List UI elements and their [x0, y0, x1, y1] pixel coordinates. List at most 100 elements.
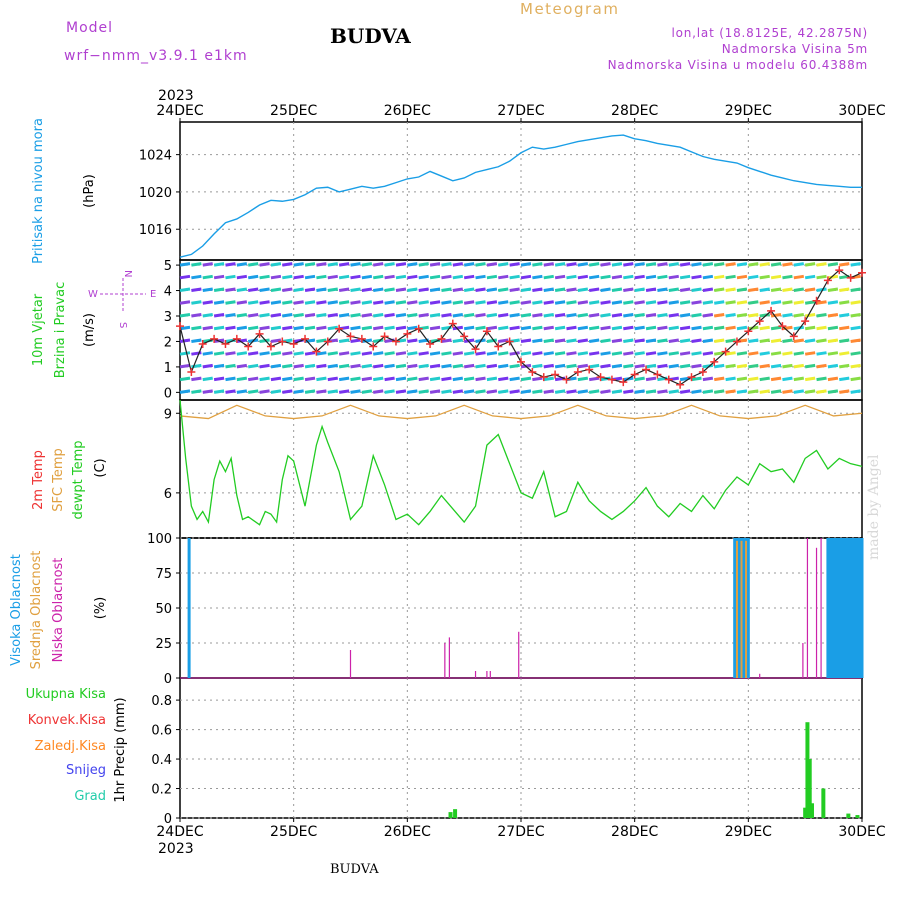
wind-barb — [191, 325, 202, 331]
wind-barb — [498, 325, 509, 331]
wind-barb — [293, 313, 304, 318]
wind-barb — [520, 376, 532, 382]
wind-barb — [407, 351, 418, 356]
wind-barb — [623, 313, 634, 318]
wind-barb — [827, 351, 839, 356]
wind-speed-marker — [528, 368, 537, 376]
wind-barb — [282, 351, 293, 356]
wind-barb — [179, 363, 191, 369]
wind-barb — [520, 262, 532, 267]
wind-barb — [429, 300, 441, 305]
wind-barb — [634, 300, 645, 305]
wind-barb — [827, 274, 839, 280]
wind-barb — [395, 325, 407, 331]
wind-barb — [804, 325, 816, 331]
cloud-bar — [746, 538, 750, 678]
wind-barb — [407, 262, 418, 267]
wind-barb — [270, 274, 282, 280]
wind-barb — [486, 313, 498, 318]
wind-barb — [350, 338, 361, 343]
wind-barb — [691, 287, 702, 293]
cloud-bar — [849, 538, 853, 678]
wind-barb — [327, 287, 338, 293]
wind-barb — [543, 351, 554, 356]
precip-bar — [807, 759, 812, 818]
wind-barb — [384, 300, 395, 305]
xtick-label-bottom: 25DEC — [270, 824, 317, 840]
wind-barb — [714, 376, 725, 382]
wind-barb — [191, 363, 202, 369]
wind-barb — [725, 351, 736, 356]
wind-speed-marker — [391, 337, 400, 346]
wind-barb — [532, 325, 543, 331]
wind-barb — [532, 376, 543, 382]
wind-barb — [804, 338, 816, 343]
elevation-text: Nadmorska Visina 5m — [721, 42, 868, 56]
wind-barb — [463, 300, 475, 305]
wind-barb — [225, 262, 236, 267]
wind-barb — [270, 338, 282, 343]
wind-barb — [702, 389, 714, 394]
wind-barb — [418, 389, 429, 394]
wind-barb — [327, 376, 338, 382]
ytick-label-wind: 0 — [164, 386, 172, 401]
wind-barb — [543, 313, 554, 318]
wind-barb — [816, 300, 827, 305]
wind-barb — [827, 262, 839, 267]
wind-barb — [418, 287, 429, 293]
wind-barb — [714, 300, 725, 305]
wind-barb — [259, 313, 270, 318]
wind-speed-marker — [812, 296, 821, 305]
cloud-bar — [735, 540, 738, 678]
wind-barb — [213, 351, 225, 356]
wind-barb — [225, 363, 236, 369]
wind-barb — [384, 262, 395, 267]
xtick-label-bottom: 28DEC — [611, 824, 658, 840]
wind-barb — [725, 338, 736, 343]
wind-barb — [736, 351, 748, 356]
cloud-unit: (%) — [93, 597, 108, 620]
wind-speed-marker — [607, 375, 616, 384]
wind-barb — [725, 300, 736, 305]
wind-barb — [452, 274, 464, 280]
wind-barb — [509, 351, 520, 356]
wind-barb — [463, 338, 475, 343]
wind-barb — [486, 262, 498, 267]
wind-barb — [304, 313, 316, 318]
wind-speed-marker — [471, 345, 480, 354]
watermark: made by Angel — [866, 454, 882, 561]
wind-speed-marker — [426, 340, 435, 348]
wind-speed-marker — [198, 340, 207, 348]
wind-barb — [782, 351, 793, 356]
wind-barb — [270, 376, 282, 382]
wind-barb — [282, 313, 293, 318]
wind-barb — [736, 313, 748, 318]
wind-barb — [384, 351, 395, 356]
wind-barb — [384, 325, 395, 331]
wind-barb — [725, 363, 736, 369]
wind-barb — [520, 389, 532, 394]
wind-barb — [350, 363, 361, 369]
wind-barb — [691, 262, 702, 267]
wind-barb — [316, 363, 327, 369]
ytick-label-precip: 0 — [164, 812, 172, 827]
wind-barb — [247, 363, 259, 369]
wind-barb — [532, 274, 543, 280]
ytick-label-cloud: 50 — [155, 602, 172, 617]
wind-barb — [702, 363, 714, 369]
wind-barb — [577, 389, 589, 394]
wind-barb — [316, 313, 327, 318]
wind-barb — [213, 287, 225, 293]
wind-barb — [384, 389, 395, 394]
wind-barb — [702, 274, 714, 280]
wind-barb — [338, 287, 350, 293]
wind-barb — [395, 376, 407, 382]
wind-barb — [566, 313, 577, 318]
wind-speed-marker — [448, 319, 457, 328]
wind-barb — [725, 313, 736, 318]
wind-speed-marker — [357, 334, 366, 343]
wind-barb — [679, 338, 691, 343]
cloud-bar — [846, 538, 850, 678]
wind-speed-marker — [630, 370, 639, 379]
